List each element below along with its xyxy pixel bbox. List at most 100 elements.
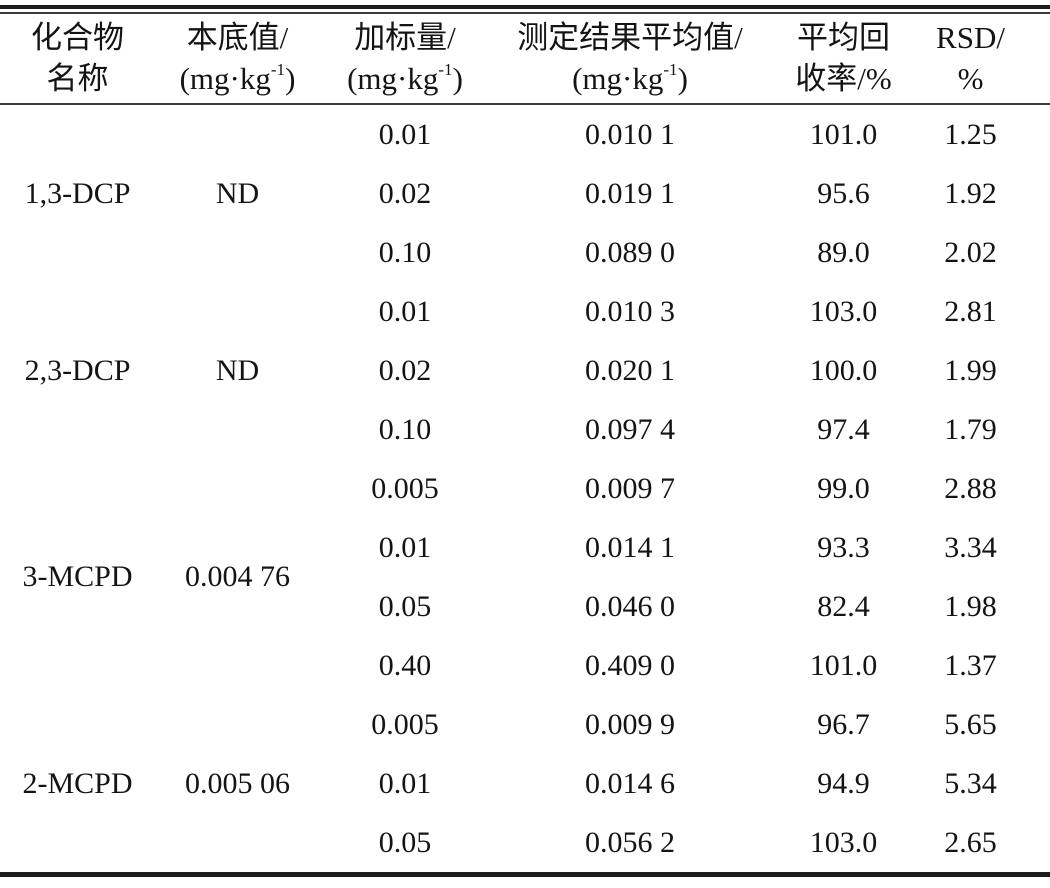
unit-open: (mg·kg <box>179 60 271 96</box>
rsd-cell: 1.99 <box>944 353 997 387</box>
col-header-compound: 化合物 名称 <box>0 14 155 105</box>
unit-open: (mg·kg <box>347 60 439 96</box>
recovery-cell: 100.0 <box>809 353 878 387</box>
table-row: 0.40 0.409 0 101.0 1.37 <box>0 636 1050 695</box>
background-value-cell: ND <box>215 353 260 387</box>
table-row: 2-MCPD 0.005 06 0.005 0.009 9 96.7 5.65 <box>0 695 1050 800</box>
measured-result-cell: 0.014 1 <box>585 530 675 564</box>
rsd-cell: 1.79 <box>944 412 997 446</box>
table-row: 2,3-DCP ND 0.01 0.010 3 103.0 2.81 <box>0 282 1050 387</box>
unit-superscript: -1 <box>270 59 286 79</box>
unit-superscript: -1 <box>663 59 678 79</box>
table-bottom-thick-rule <box>0 872 1050 877</box>
measured-result-cell: 0.056 2 <box>585 825 675 859</box>
recovery-cell: 97.4 <box>817 412 870 446</box>
spike-amount-cell: 0.02 <box>378 176 432 210</box>
header-text: 测定结果平均值/ <box>517 19 743 55</box>
recovery-cell: 99.0 <box>817 471 870 505</box>
spike-amount-cell: 0.01 <box>378 530 432 564</box>
header-unit: (mg·kg-1) <box>490 59 770 100</box>
recovery-table: 化合物 名称 本底值/ (mg·kg-1) 加标量/ (mg·kg-1) 测定结… <box>0 14 1050 872</box>
header-text: 加标量/ <box>354 19 456 55</box>
measured-result-cell: 0.009 9 <box>585 707 675 741</box>
background-value-cell: ND <box>215 176 260 210</box>
col-header-rsd: RSD/ % <box>917 14 1050 105</box>
measured-result-cell: 0.409 0 <box>585 648 675 682</box>
recovery-cell: 103.0 <box>809 825 878 859</box>
table-row: 0.05 0.056 2 103.0 2.65 <box>0 813 1050 872</box>
measured-result-cell: 0.014 6 <box>585 766 675 800</box>
table-row: 0.01 0.014 6 94.9 5.34 <box>0 754 1050 813</box>
recovery-cell: 101.0 <box>809 117 878 151</box>
compound-cell: 2-MCPD <box>22 766 133 800</box>
table-row: 0.02 0.019 1 95.6 1.92 <box>0 164 1050 223</box>
table-top-thin-rule <box>0 12 1050 14</box>
header-text: 化合物 <box>31 19 124 55</box>
col-header-spike-amount: 加标量/ (mg·kg-1) <box>320 14 490 105</box>
spike-amount-cell: 0.05 <box>378 589 432 623</box>
spike-amount-cell: 0.005 <box>371 471 439 505</box>
measured-result-cell: 0.010 3 <box>585 294 675 328</box>
spike-amount-cell: 0.01 <box>378 766 432 800</box>
spike-amount-cell: 0.01 <box>378 117 432 151</box>
spike-amount-cell: 0.10 <box>378 235 432 269</box>
header-text: RSD/ <box>936 19 1005 55</box>
spike-amount-cell: 0.10 <box>378 412 432 446</box>
rsd-cell: 2.81 <box>944 294 997 328</box>
recovery-cell: 95.6 <box>817 176 870 210</box>
rsd-cell: 1.25 <box>944 117 997 151</box>
table-row: 0.10 0.097 4 97.4 1.79 <box>0 400 1050 459</box>
col-header-background-value: 本底值/ (mg·kg-1) <box>155 14 320 105</box>
rsd-cell: 1.37 <box>944 648 997 682</box>
recovery-cell: 103.0 <box>809 294 878 328</box>
compound-cell: 2,3-DCP <box>24 353 131 387</box>
header-text: 名称 <box>46 60 109 96</box>
measured-result-cell: 0.046 0 <box>585 589 675 623</box>
spike-amount-cell: 0.02 <box>378 353 432 387</box>
header-text: 平均回 <box>797 19 890 55</box>
table-body: 1,3-DCP ND 0.01 0.010 1 101.0 1.25 0.02 0.019 1… <box>0 104 1050 872</box>
table-header: 化合物 名称 本底值/ (mg·kg-1) 加标量/ (mg·kg-1) 测定结… <box>0 14 1050 105</box>
recovery-cell: 96.7 <box>817 707 870 741</box>
unit-open: (mg·kg <box>572 60 664 96</box>
rsd-cell: 2.02 <box>944 235 997 269</box>
spike-amount-cell: 0.005 <box>371 707 439 741</box>
rsd-cell: 1.92 <box>944 176 997 210</box>
spike-amount-cell: 0.40 <box>378 648 432 682</box>
rsd-cell: 2.88 <box>944 471 997 505</box>
table-top-thick-rule <box>0 5 1050 9</box>
unit-close: ) <box>285 60 296 96</box>
measured-result-cell: 0.019 1 <box>585 176 675 210</box>
table-row: 0.10 0.089 0 89.0 2.02 <box>0 223 1050 282</box>
table-row: 0.02 0.020 1 100.0 1.99 <box>0 341 1050 400</box>
measured-result-cell: 0.097 4 <box>585 412 675 446</box>
recovery-cell: 101.0 <box>809 648 878 682</box>
rsd-cell: 5.65 <box>944 707 997 741</box>
header-text: 本底值/ <box>186 19 289 55</box>
header-unit: (mg·kg-1) <box>320 59 490 100</box>
recovery-cell: 94.9 <box>817 766 870 800</box>
spike-amount-cell: 0.01 <box>378 294 432 328</box>
rsd-cell: 2.65 <box>944 825 997 859</box>
header-text: 收率/% <box>795 60 892 96</box>
col-header-average-recovery: 平均回 收率/% <box>770 14 917 105</box>
table-row: 0.01 0.014 1 93.3 3.34 <box>0 518 1050 577</box>
compound-cell: 1,3-DCP <box>24 176 131 210</box>
background-value-cell: 0.004 76 <box>185 560 290 593</box>
rsd-cell: 1.98 <box>944 589 997 623</box>
measured-result-cell: 0.009 7 <box>585 471 675 505</box>
measured-result-cell: 0.010 1 <box>585 117 675 151</box>
unit-close: ) <box>452 60 463 96</box>
spike-amount-cell: 0.05 <box>378 825 432 859</box>
measured-result-cell: 0.020 1 <box>585 353 675 387</box>
col-header-measured-result: 测定结果平均值/ (mg·kg-1) <box>490 14 770 105</box>
table-row: 0.05 0.046 0 82.4 1.98 <box>0 577 1050 636</box>
table-row: 3-MCPD 0.004 76 0.005 0.009 7 99.0 2.88 <box>0 459 1050 594</box>
header-text: % <box>957 60 984 96</box>
rsd-cell: 5.34 <box>944 766 997 800</box>
header-row: 化合物 名称 本底值/ (mg·kg-1) 加标量/ (mg·kg-1) 测定结… <box>0 14 1050 105</box>
rsd-cell: 3.34 <box>944 530 997 564</box>
recovery-cell: 82.4 <box>817 589 870 623</box>
table-row: 1,3-DCP ND 0.01 0.010 1 101.0 1.25 <box>0 104 1050 210</box>
